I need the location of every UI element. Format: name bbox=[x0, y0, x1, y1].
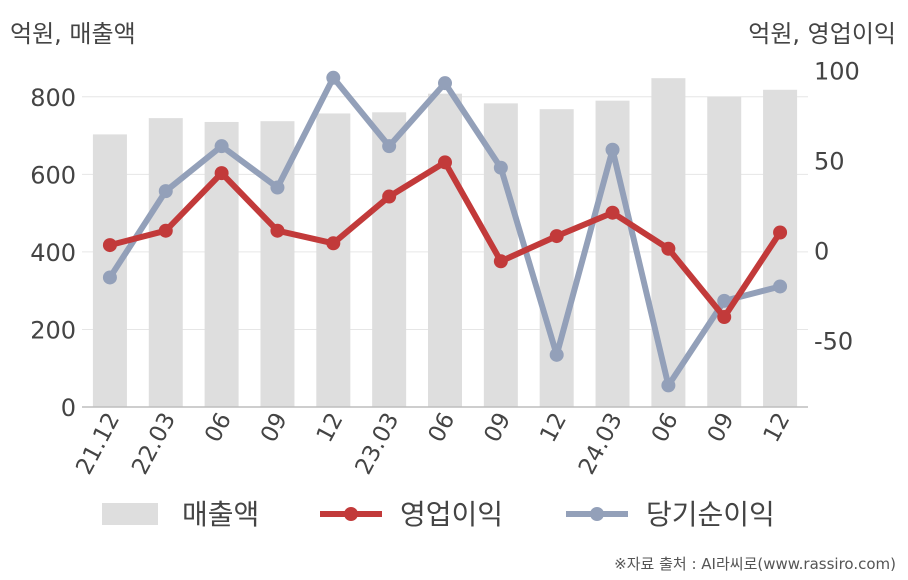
revenue-bars bbox=[92, 78, 798, 408]
x-tick-label: 12 bbox=[312, 409, 349, 447]
x-tick-label: 21.12 bbox=[71, 409, 125, 479]
series-point bbox=[102, 238, 117, 253]
legend-marker bbox=[590, 507, 604, 521]
revenue-bar bbox=[707, 96, 742, 408]
x-tick-label: 12 bbox=[535, 409, 572, 447]
series-point bbox=[382, 139, 397, 154]
series-point bbox=[270, 180, 285, 195]
series-point bbox=[270, 223, 285, 238]
right-tick-label: -50 bbox=[814, 327, 853, 355]
series-point bbox=[438, 76, 452, 91]
x-tick-label: 09 bbox=[479, 409, 516, 447]
series-point bbox=[438, 155, 452, 170]
x-tick-label: 09 bbox=[256, 409, 293, 447]
x-tick-label: 06 bbox=[424, 409, 461, 447]
series-point bbox=[661, 241, 676, 256]
revenue-bar bbox=[428, 93, 462, 408]
series-point bbox=[214, 139, 229, 154]
x-tick-label: 06 bbox=[647, 409, 684, 447]
revenue-bar bbox=[316, 113, 351, 408]
series-point bbox=[326, 236, 341, 251]
series-point bbox=[214, 166, 229, 181]
right-tick-label: 0 bbox=[814, 237, 829, 265]
legend-label: 영업이익 bbox=[400, 498, 503, 531]
legend-swatch bbox=[102, 503, 158, 525]
series-point bbox=[661, 378, 676, 393]
x-tick-label: 06 bbox=[200, 409, 237, 447]
series-point bbox=[717, 293, 732, 308]
right-axis-unit: 억원, 영업이익 bbox=[748, 20, 896, 48]
revenue-bar bbox=[539, 109, 574, 407]
series-point bbox=[493, 254, 508, 269]
revenue-bar bbox=[204, 121, 239, 407]
left-tick-label: 800 bbox=[30, 84, 76, 112]
series-point bbox=[773, 225, 788, 240]
left-tick-label: 200 bbox=[30, 316, 76, 344]
series-point bbox=[549, 347, 564, 362]
right-tick-label: 50 bbox=[814, 148, 845, 176]
x-tick-label: 22.03 bbox=[127, 409, 181, 479]
legend-label: 매출액 bbox=[182, 498, 259, 531]
series-point bbox=[382, 189, 397, 204]
left-tick-label: 400 bbox=[30, 239, 76, 267]
series-point bbox=[773, 279, 788, 294]
x-tick-label: 23.03 bbox=[351, 409, 405, 479]
left-tick-label: 600 bbox=[30, 161, 76, 189]
series-point bbox=[493, 160, 508, 175]
x-tick-label: 24.03 bbox=[574, 409, 628, 479]
series-point bbox=[158, 223, 173, 238]
revenue-bar bbox=[372, 112, 407, 408]
series-point bbox=[717, 310, 732, 325]
revenue-bar bbox=[148, 118, 183, 407]
legend-marker bbox=[344, 507, 358, 521]
left-axis-unit: 억원, 매출액 bbox=[10, 20, 136, 48]
x-tick-label: 09 bbox=[703, 409, 740, 447]
right-tick-label: 100 bbox=[814, 58, 860, 86]
series-point bbox=[102, 270, 117, 285]
series-lines bbox=[102, 70, 788, 393]
x-tick-label: 12 bbox=[759, 409, 796, 447]
source-note: ※자료 출처 : AI라씨로(www.rassiro.com) bbox=[614, 555, 896, 573]
series-point bbox=[605, 142, 620, 157]
series-point bbox=[158, 184, 173, 199]
series-point bbox=[549, 229, 564, 244]
legend: 매출액 영업이익 당기순이익 bbox=[102, 498, 775, 531]
left-tick-label: 0 bbox=[61, 394, 76, 422]
legend-label: 당기순이익 bbox=[646, 498, 775, 531]
series-point bbox=[605, 205, 620, 220]
series-point bbox=[326, 70, 341, 85]
